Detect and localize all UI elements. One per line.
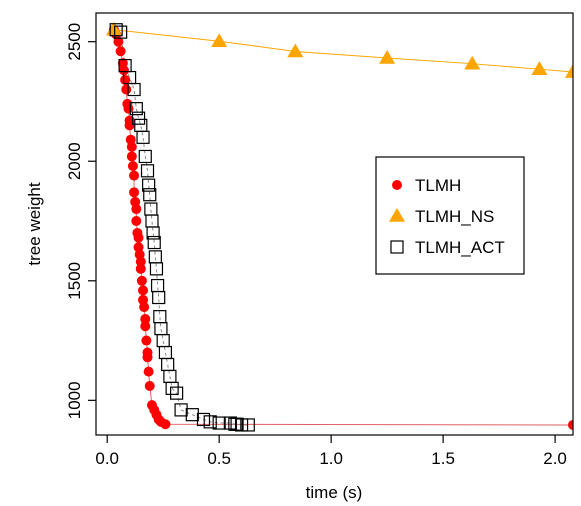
point-tlmh-act: [150, 278, 165, 293]
point-tlmh-ns: [464, 55, 481, 70]
point-tlmh: [143, 366, 154, 377]
legend: TLMH TLMH_NS TLMH_ACT: [375, 156, 525, 275]
point-tlmh: [140, 321, 151, 332]
point-tlmh-act: [165, 381, 179, 395]
point-tlmh: [141, 335, 152, 346]
y-tick-label: 1000: [65, 381, 84, 419]
point-tlmh-act: [148, 250, 162, 264]
point-tlmh-act: [203, 415, 217, 429]
point-tlmh: [126, 151, 137, 162]
point-tlmh: [139, 302, 150, 313]
point-tlmh: [142, 352, 153, 363]
point-tlmh-act: [140, 164, 155, 178]
point-tlmh-act: [146, 226, 160, 240]
point-tlmh-act: [127, 82, 141, 97]
x-tick-label: 1.0: [319, 449, 343, 468]
point-tlmh: [144, 380, 155, 391]
point-tlmh-act: [131, 111, 146, 125]
y-tick-label: 1500: [65, 262, 84, 300]
point-tlmh-act: [129, 102, 143, 116]
x-axis: 0.0 0.5 1.0 1.5 2.0: [95, 435, 567, 468]
legend-label-tlmh-ns: TLMH_NS: [415, 207, 494, 226]
point-tlmh-act: [230, 417, 244, 431]
point-tlmh-act: [143, 188, 157, 202]
point-tlmh-act: [149, 262, 164, 276]
point-tlmh: [133, 232, 144, 243]
point-tlmh-act: [134, 118, 148, 132]
legend-marker-tlmh-ns: [389, 208, 405, 222]
point-tlmh-act: [153, 310, 167, 324]
plot-frame: [95, 12, 574, 436]
point-tlmh-act: [156, 333, 170, 348]
point-tlmh-ns: [287, 43, 304, 58]
point-tlmh: [160, 419, 171, 430]
x-tick-label: 0.5: [207, 449, 231, 468]
point-tlmh-act: [142, 178, 156, 192]
point-tlmh: [129, 170, 140, 181]
point-tlmh-ns: [379, 49, 396, 64]
point-tlmh-act: [154, 322, 168, 336]
point-tlmh-act: [109, 23, 123, 37]
point-tlmh: [126, 141, 137, 152]
point-tlmh-act: [118, 59, 132, 73]
point-tlmh-act: [136, 130, 150, 144]
point-tlmh: [115, 46, 126, 57]
point-tlmh-act: [185, 408, 199, 422]
point-tlmh: [135, 256, 146, 267]
point-tlmh-act: [234, 418, 249, 432]
point-tlmh: [120, 74, 131, 85]
y-tick-label: 2500: [65, 23, 84, 61]
point-tlmh-act: [158, 345, 173, 360]
series-line-tlmh-ns: [113, 29, 573, 73]
point-tlmh: [113, 36, 124, 47]
point-tlmh: [568, 419, 573, 430]
point-tlmh-act: [145, 214, 159, 228]
point-tlmh: [118, 65, 129, 76]
point-tlmh: [138, 285, 149, 296]
point-tlmh-ns: [211, 33, 228, 47]
point-tlmh: [131, 204, 142, 215]
point-tlmh: [131, 216, 142, 227]
y-axis-title: tree weight: [25, 182, 44, 265]
point-tlmh: [127, 161, 138, 172]
point-tlmh: [136, 275, 147, 286]
y-tick-label: 2000: [65, 142, 84, 180]
x-tick-label: 0.0: [95, 449, 119, 468]
point-tlmh-act: [196, 412, 211, 427]
legend-marker-tlmh-act: [390, 240, 404, 254]
legend-label-tlmh: TLMH: [415, 176, 461, 195]
point-tlmh: [121, 84, 132, 95]
point-tlmh-act: [223, 416, 237, 430]
y-axis: 1000 1500 2000 2500: [65, 23, 96, 419]
point-tlmh: [135, 263, 146, 274]
point-tlmh-act: [161, 357, 175, 372]
series-points: [105, 21, 573, 432]
x-tick-label: 1.5: [431, 449, 455, 468]
point-tlmh: [140, 314, 151, 325]
point-tlmh-act: [241, 418, 255, 432]
point-tlmh-act: [212, 416, 226, 430]
point-tlmh-ns: [565, 64, 573, 78]
point-tlmh: [123, 103, 134, 114]
point-tlmh-act: [152, 290, 166, 305]
x-tick-label: 2.0: [543, 449, 567, 468]
point-tlmh: [129, 187, 140, 198]
legend-marker-tlmh: [392, 180, 402, 190]
point-tlmh-act: [138, 149, 152, 164]
point-tlmh-act: [114, 25, 128, 39]
point-tlmh-ns: [531, 61, 548, 75]
x-axis-title: time (s): [306, 483, 363, 502]
point-tlmh-act: [170, 386, 184, 400]
point-tlmh-act: [174, 403, 188, 417]
point-tlmh-act: [144, 202, 158, 216]
point-tlmh-act: [122, 70, 137, 85]
point-tlmh-act: [147, 235, 161, 250]
point-tlmh-act: [163, 369, 177, 384]
legend-label-tlmh-act: TLMH_ACT: [415, 238, 505, 257]
